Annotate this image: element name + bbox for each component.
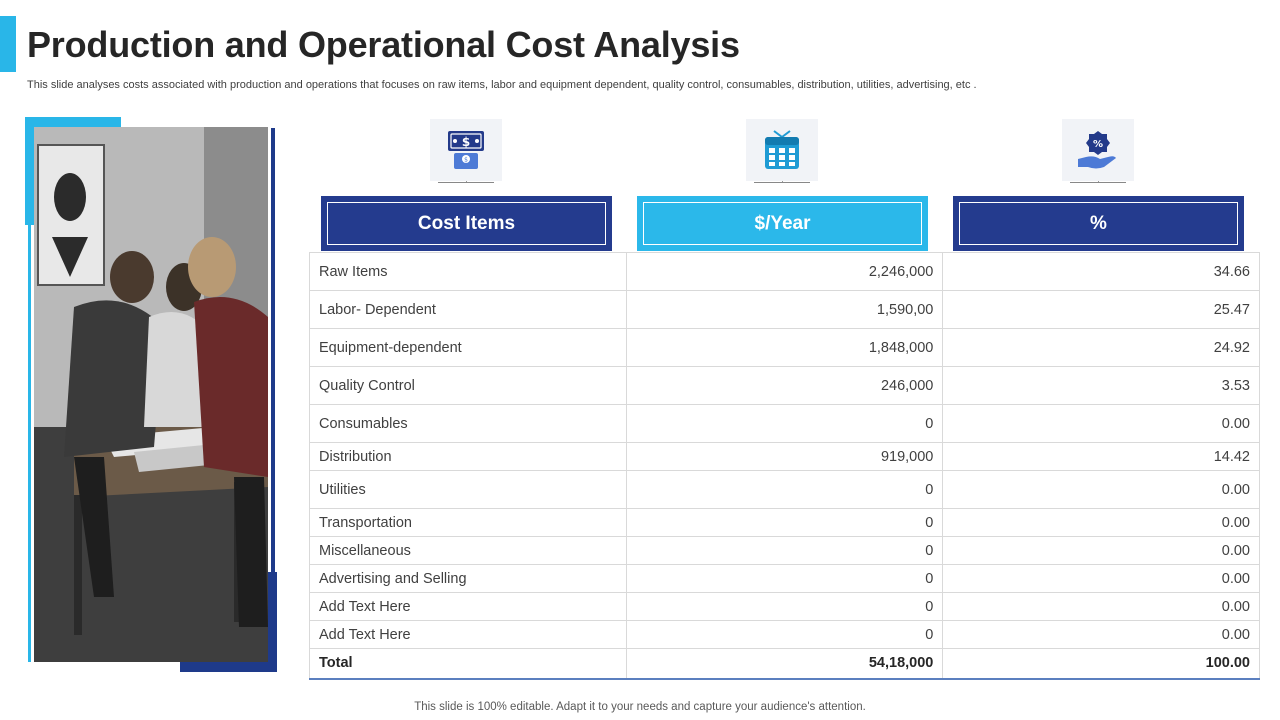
cost-item-cell: Raw Items bbox=[309, 252, 627, 291]
icon-underline bbox=[1070, 182, 1126, 183]
percent-value-cell: 0.00 bbox=[942, 564, 1260, 593]
page-title: Production and Operational Cost Analysis bbox=[27, 24, 740, 65]
year-value-cell: 1,848,000 bbox=[625, 328, 944, 367]
table-row: Distribution 919,000 14.42 bbox=[309, 442, 1260, 471]
decor-cyan-line bbox=[28, 225, 31, 662]
header-label: $/Year bbox=[643, 202, 922, 245]
percent-value-cell: 0.00 bbox=[942, 592, 1260, 621]
svg-text:$: $ bbox=[464, 157, 468, 164]
title-accent-bar bbox=[0, 16, 16, 72]
table-row: Quality Control 246,000 3.53 bbox=[309, 366, 1260, 405]
table-row: Equipment-dependent 1,848,000 24.92 bbox=[309, 328, 1260, 367]
total-year-cell: 54,18,000 bbox=[625, 648, 944, 680]
year-value-cell: 0 bbox=[625, 620, 944, 649]
cost-item-cell: Utilities bbox=[309, 470, 627, 509]
svg-text:$: $ bbox=[462, 135, 470, 149]
cost-item-cell: Miscellaneous bbox=[309, 536, 627, 565]
cost-item-cell: Distribution bbox=[309, 442, 627, 471]
team-meeting-photo bbox=[34, 127, 268, 662]
year-value-cell: 0 bbox=[625, 404, 944, 443]
header-cost-items: Cost Items bbox=[321, 196, 612, 251]
header-dollar-year: $/Year bbox=[637, 196, 928, 251]
percent-value-cell: 3.53 bbox=[942, 366, 1260, 405]
icon-underline bbox=[754, 182, 810, 183]
cost-item-cell: Advertising and Selling bbox=[309, 564, 627, 593]
cost-table: Raw Items 2,246,000 34.66 Labor- Depende… bbox=[309, 252, 1260, 680]
year-value-cell: 0 bbox=[625, 536, 944, 565]
header-label: Cost Items bbox=[327, 202, 606, 245]
year-value-cell: 0 bbox=[625, 592, 944, 621]
percent-value-cell: 14.42 bbox=[942, 442, 1260, 471]
percent-value-cell: 24.92 bbox=[942, 328, 1260, 367]
year-value-cell: 0 bbox=[625, 508, 944, 537]
percent-value-cell: 0.00 bbox=[942, 620, 1260, 649]
year-value-cell: 2,246,000 bbox=[625, 252, 944, 291]
decor-navy-line bbox=[271, 128, 275, 664]
percent-value-cell: 25.47 bbox=[942, 290, 1260, 329]
year-value-cell: 246,000 bbox=[625, 366, 944, 405]
table-row: Add Text Here 0 0.00 bbox=[309, 592, 1260, 621]
header-percent: % bbox=[953, 196, 1244, 251]
page-subtitle: This slide analyses costs associated wit… bbox=[27, 79, 977, 91]
table-row: Utilities 0 0.00 bbox=[309, 470, 1260, 509]
year-value-cell: 0 bbox=[625, 564, 944, 593]
money-bill-icon: $ $ bbox=[448, 131, 484, 169]
table-row: Consumables 0 0.00 bbox=[309, 404, 1260, 443]
cost-item-cell: Consumables bbox=[309, 404, 627, 443]
year-value-cell: 919,000 bbox=[625, 442, 944, 471]
percent-value-cell: 0.00 bbox=[942, 470, 1260, 509]
table-row: Labor- Dependent 1,590,00 25.47 bbox=[309, 290, 1260, 329]
svg-text:%: % bbox=[1093, 139, 1103, 150]
icon-underline bbox=[438, 182, 494, 183]
cost-item-cell: Transportation bbox=[309, 508, 627, 537]
percent-value-cell: 34.66 bbox=[942, 252, 1260, 291]
table-row: Advertising and Selling 0 0.00 bbox=[309, 564, 1260, 593]
percent-value-cell: 0.00 bbox=[942, 536, 1260, 565]
table-total-row: Total 54,18,000 100.00 bbox=[309, 648, 1260, 680]
footer-note: This slide is 100% editable. Adapt it to… bbox=[414, 701, 866, 713]
calendar-icon bbox=[765, 130, 799, 169]
table-row: Transportation 0 0.00 bbox=[309, 508, 1260, 537]
percent-hand-icon-box: % bbox=[1062, 119, 1134, 181]
money-bill-icon-box: $ $ bbox=[430, 119, 502, 181]
cost-item-cell: Quality Control bbox=[309, 366, 627, 405]
percent-value-cell: 0.00 bbox=[942, 508, 1260, 537]
calendar-icon-box bbox=[746, 119, 818, 181]
total-percent-cell: 100.00 bbox=[942, 648, 1260, 680]
cost-item-cell: Add Text Here bbox=[309, 620, 627, 649]
year-value-cell: 0 bbox=[625, 470, 944, 509]
total-label-cell: Total bbox=[309, 648, 627, 680]
cost-item-cell: Equipment-dependent bbox=[309, 328, 627, 367]
cost-item-cell: Labor- Dependent bbox=[309, 290, 627, 329]
table-row: Add Text Here 0 0.00 bbox=[309, 620, 1260, 649]
cost-item-cell: Add Text Here bbox=[309, 592, 627, 621]
table-row: Raw Items 2,246,000 34.66 bbox=[309, 252, 1260, 291]
percent-value-cell: 0.00 bbox=[942, 404, 1260, 443]
header-label: % bbox=[959, 202, 1238, 245]
table-row: Miscellaneous 0 0.00 bbox=[309, 536, 1260, 565]
percent-hand-icon: % bbox=[1078, 131, 1116, 169]
year-value-cell: 1,590,00 bbox=[625, 290, 944, 329]
